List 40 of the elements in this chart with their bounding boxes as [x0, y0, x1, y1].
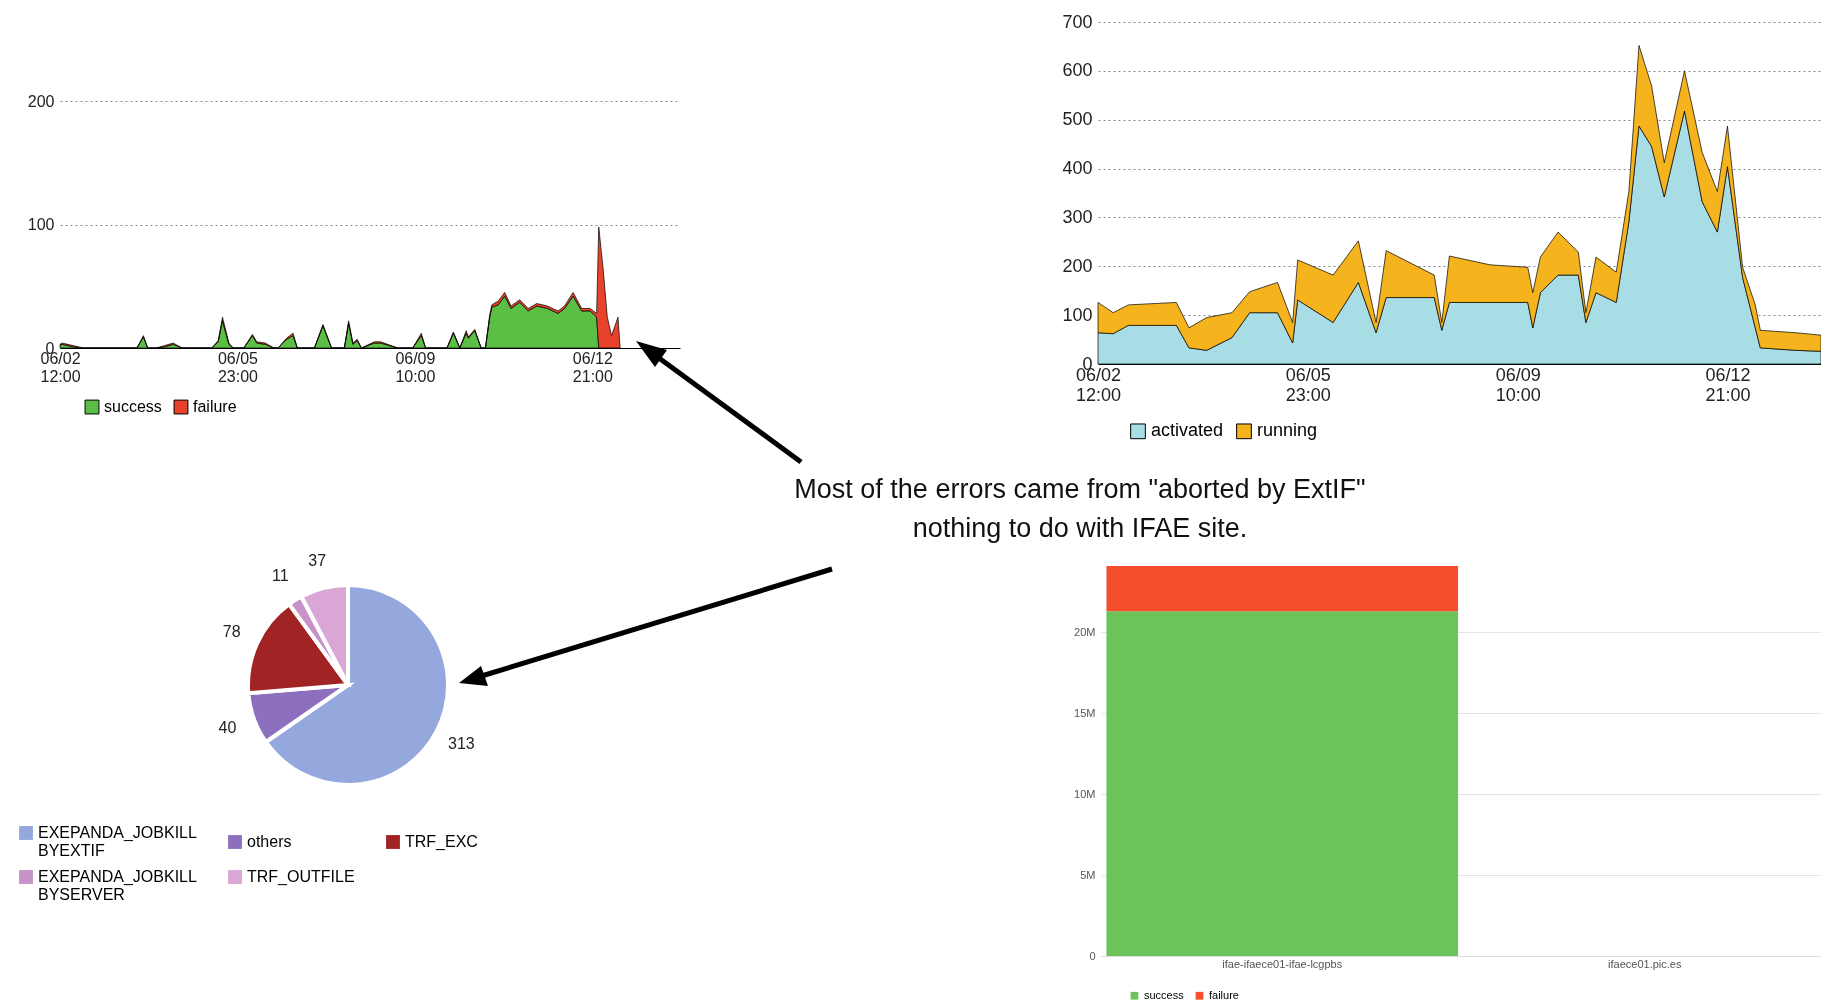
- y-tick-label: 15M: [1074, 706, 1096, 719]
- data-label: 11: [271, 567, 289, 585]
- data-label: 37: [308, 551, 327, 569]
- data-label: 40: [218, 719, 237, 737]
- x-tick-label: ifae-ifaece01-ifae-lcgpbs: [1222, 957, 1343, 970]
- text: Most of the errors came from "aborted by ExtIF": [793, 473, 1367, 506]
- legend-label: EXEPANDA_JOBKILL BYEXTIF: [38, 824, 197, 859]
- legend-label: TRF_OUTFILE: [247, 868, 355, 886]
- text: nothing to do with IFAE site.: [911, 512, 1249, 545]
- data-label: 313: [448, 735, 475, 753]
- y-tick-label: 700: [1062, 11, 1093, 32]
- legend-label: failure: [193, 398, 237, 416]
- y-tick-label: 100: [27, 216, 55, 233]
- y-tick-label: 100: [1062, 304, 1093, 325]
- y-tick-label: 10M: [1074, 787, 1096, 800]
- x-tick-label: 06/12 21:00: [572, 349, 613, 385]
- legend-label: EXEPANDA_JOBKILL BYSERVER: [38, 868, 197, 903]
- y-tick-label: 600: [1062, 60, 1093, 81]
- legend-label: success: [1144, 988, 1185, 1001]
- data-label: 78: [222, 622, 241, 640]
- y-tick-label: 500: [1062, 109, 1093, 130]
- x-tick-label: 06/09 10:00: [1495, 364, 1541, 405]
- y-tick-label: 300: [1062, 206, 1093, 227]
- y-tick-label: 5M: [1080, 868, 1096, 881]
- legend-label: failure: [1209, 988, 1239, 1001]
- y-tick-label: 400: [1062, 158, 1093, 179]
- y-tick-label: 0: [1089, 949, 1096, 962]
- legend-label: activated: [1151, 420, 1224, 441]
- legend-label: others: [247, 833, 292, 850]
- y-tick-label: 200: [1062, 255, 1093, 276]
- legend-label: running: [1257, 420, 1318, 441]
- legend-label: TRF_EXC: [405, 833, 478, 851]
- x-tick-label: 06/09 10:00: [395, 349, 436, 385]
- legend-label: success: [104, 398, 162, 416]
- y-tick-label: 20M: [1074, 625, 1096, 638]
- x-tick-label: 06/05 23:00: [1285, 364, 1331, 405]
- y-tick-label: 200: [27, 92, 55, 110]
- x-tick-label: 06/12 21:00: [1705, 364, 1751, 405]
- x-tick-label: ifaece01.pic.es: [1608, 957, 1682, 970]
- x-tick-label: 06/05 23:00: [217, 349, 259, 385]
